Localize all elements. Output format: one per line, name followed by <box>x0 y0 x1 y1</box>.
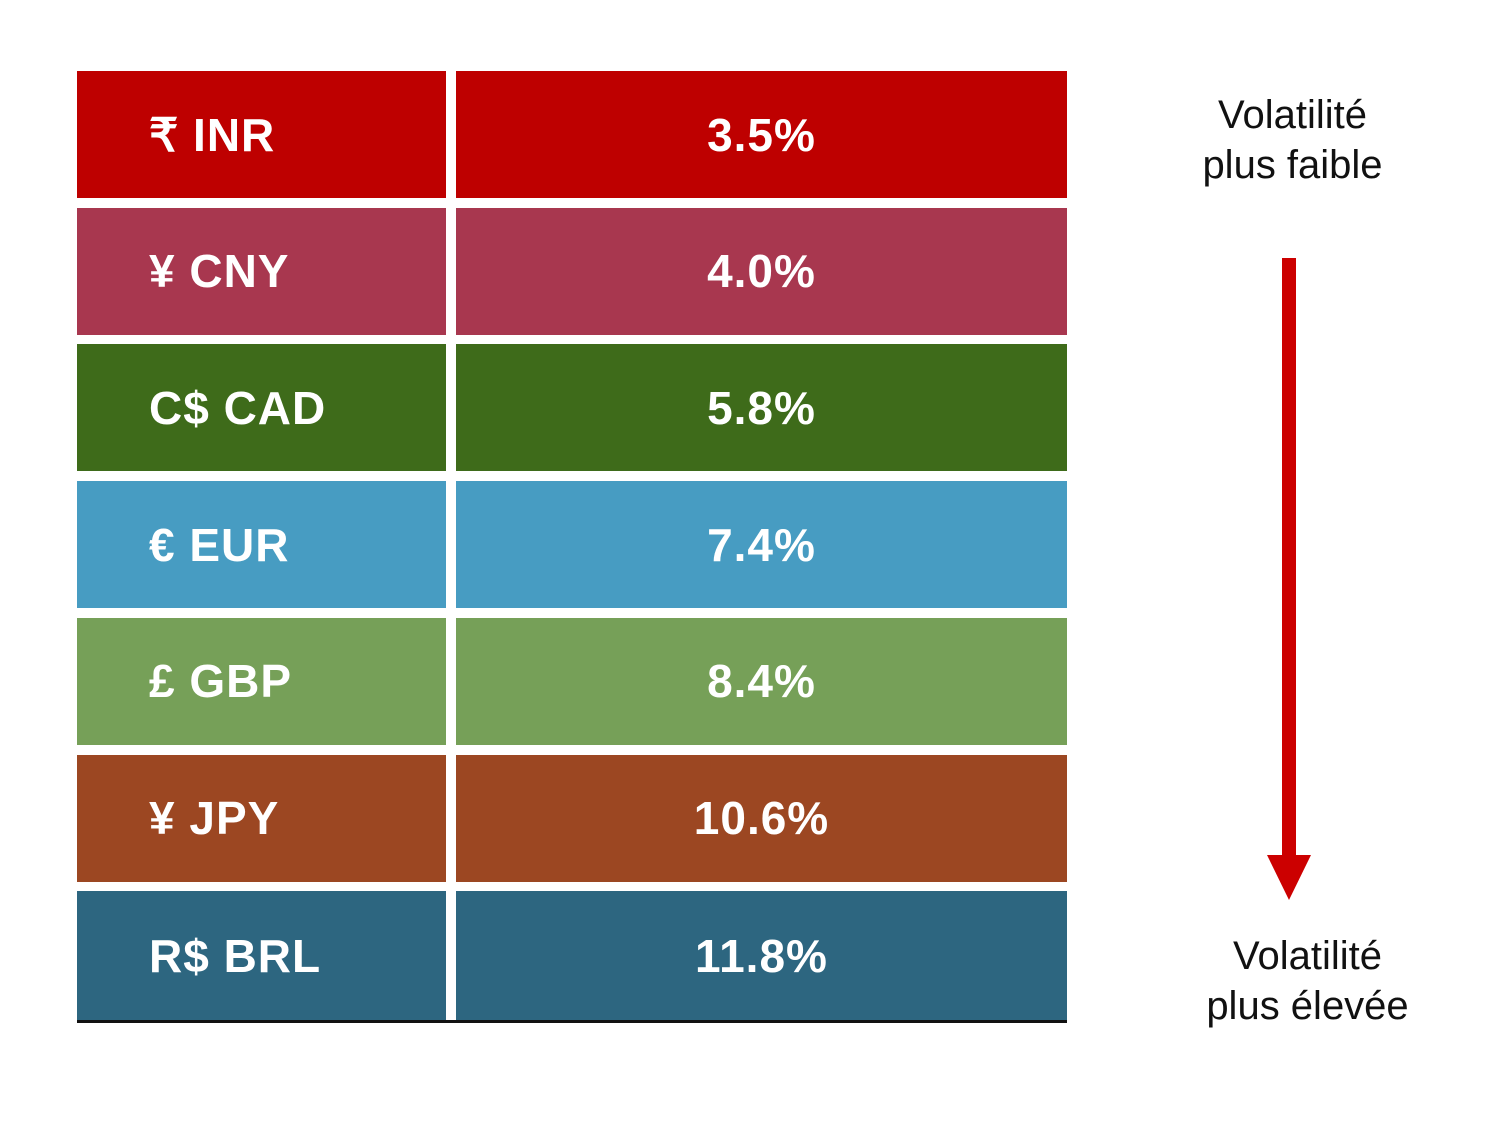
volatility-value: 7.4% <box>456 481 1067 609</box>
bottom-label-line2: plus élevée <box>1206 984 1409 1028</box>
volatility-value: 5.8% <box>456 344 1067 472</box>
bottom-label-line1: Volatilité <box>1233 934 1382 978</box>
volatility-value: 4.0% <box>456 207 1067 335</box>
higher-volatility-label: Volatilité plus élevée <box>1190 931 1425 1031</box>
table-row: € EUR 7.4% <box>77 481 1067 609</box>
table-baseline <box>77 1020 1067 1023</box>
table-row: ¥ JPY 10.6% <box>77 754 1067 882</box>
currency-label: R$ BRL <box>77 891 446 1022</box>
top-label-line1: Volatilité <box>1218 93 1367 137</box>
table-row: ¥ CNY 4.0% <box>77 207 1067 335</box>
volatility-value: 8.4% <box>456 617 1067 745</box>
currency-label: ¥ JPY <box>77 754 446 882</box>
volatility-value: 10.6% <box>456 754 1067 882</box>
currency-label: £ GBP <box>77 617 446 745</box>
down-arrow-icon <box>1267 258 1311 900</box>
volatility-value: 3.5% <box>456 71 1067 198</box>
lower-volatility-label: Volatilité plus faible <box>1180 90 1405 190</box>
table-row: R$ BRL 11.8% <box>77 891 1067 1022</box>
table-row: £ GBP 8.4% <box>77 617 1067 745</box>
table-row: ₹ INR 3.5% <box>77 71 1067 198</box>
currency-label: € EUR <box>77 481 446 609</box>
currency-label: ₹ INR <box>77 71 446 198</box>
volatility-value: 11.8% <box>456 891 1067 1022</box>
currency-label: C$ CAD <box>77 344 446 472</box>
table-row: C$ CAD 5.8% <box>77 344 1067 472</box>
top-label-line2: plus faible <box>1202 143 1383 187</box>
currency-label: ¥ CNY <box>77 207 446 335</box>
